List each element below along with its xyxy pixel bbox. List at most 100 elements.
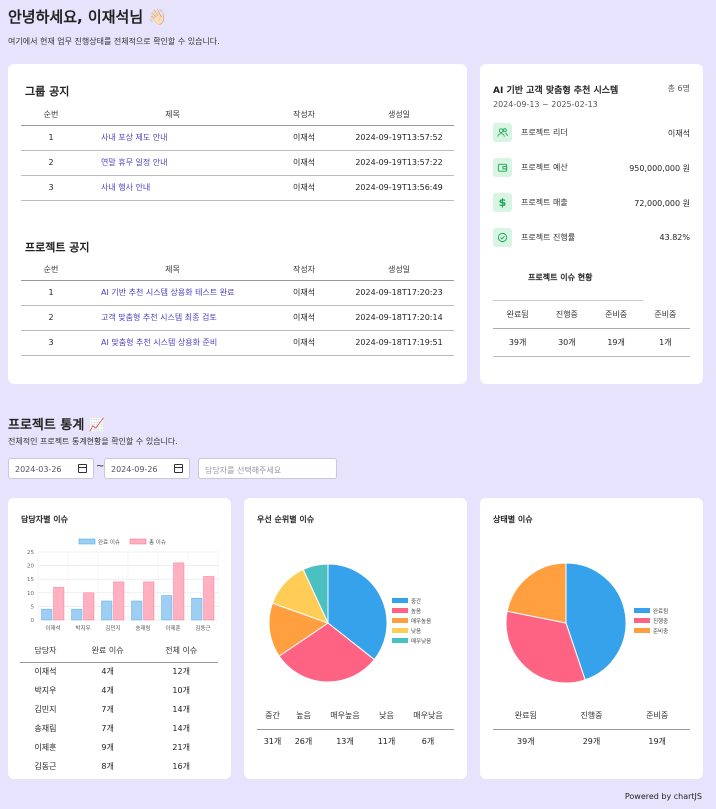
assignee-cell: 김동근 — [34, 762, 57, 771]
assignee-cell: 이제훈 — [34, 743, 57, 752]
col-assignee: 담당자 — [20, 640, 71, 663]
assignee-cell: 12개 — [172, 667, 190, 677]
assignee-cell: 14개 — [172, 724, 190, 733]
legend-label: 낮음 — [411, 627, 421, 635]
calendar-icon[interactable] — [174, 464, 183, 473]
priority-table: 중간 높음 매우높음 낮음 매우낮음 31개 26개 13개 11개 6개 — [257, 703, 454, 753]
col-no: 순번 — [21, 105, 81, 126]
legend-swatch — [392, 638, 408, 643]
notice-card: 그룹 공지 순번 제목 작성자 생성일 1 사내 포상 제도 안내 이재석 2024-… — [8, 64, 467, 384]
x-tick-label: 박지우 — [75, 624, 90, 632]
legend-label: 중간 — [411, 597, 421, 605]
priority-issue-card: 우선 순위별 이슈 중간 높음 매우높음 낮음 매우낮음 중간 높음 매우높음 낮음 매우낮음 … — [244, 498, 467, 779]
pie-slice[interactable] — [565, 562, 627, 681]
assignee-cell: 이재석 — [34, 667, 57, 677]
start-date-input[interactable]: 2024-03-26 — [8, 458, 94, 479]
waving-hand-icon: 👋🏻 — [148, 8, 168, 26]
legend-swatch — [78, 538, 96, 545]
notice-title-link[interactable]: 고객 맞춤형 추천 시스템 최종 검토 — [81, 305, 264, 331]
notice-row[interactable]: 2 고객 맞춤형 추천 시스템 최종 검토 이재석 2024-09-18T17:20:… — [21, 305, 454, 331]
notice-no: 1 — [21, 125, 81, 151]
assignee-cell: 7개 — [101, 724, 114, 733]
notice-row[interactable]: 1 사내 포상 제도 안내 이재석 2024-09-19T13:57:52 — [21, 125, 454, 151]
pie-slice[interactable] — [268, 602, 330, 657]
notice-row[interactable]: 1 AI 기반 추천 시스템 상용화 테스트 완료 이재석 2024-09-18T17… — [21, 280, 454, 306]
col-done: 완료됨 — [493, 301, 543, 329]
pie-slice[interactable] — [302, 563, 329, 624]
assignee-card-title: 담당자별 이슈 — [21, 515, 68, 524]
y-tick-label: 25 — [27, 550, 34, 556]
bar[interactable] — [113, 581, 125, 621]
legend-swatch — [392, 628, 408, 633]
calendar-icon[interactable] — [78, 464, 87, 473]
end-date-value: 2024-09-26 — [111, 465, 158, 474]
assignee-row: 이재석 4개 12개 — [20, 662, 218, 681]
bar[interactable] — [161, 595, 173, 621]
assignee-bar-chart: 완료 이슈 총 이슈 0 5 10 15 20 25 이재석 박지우 김민지 송재림 이제훈 김동근 — [27, 538, 219, 632]
legend-label: 완료됨 — [653, 607, 668, 615]
notice-no: 2 — [21, 150, 81, 176]
pie-slice[interactable] — [505, 610, 586, 684]
end-date-input[interactable]: 2024-09-26 — [104, 458, 190, 479]
summary-value: 11개 — [377, 736, 396, 746]
summary-header: 매우높음 — [318, 703, 371, 730]
legend-label: 진행중 — [653, 617, 668, 625]
bar[interactable] — [83, 592, 95, 621]
summary-value: 6개 — [421, 736, 435, 746]
notice-title-link[interactable]: AI 기반 추천 시스템 상용화 테스트 완료 — [81, 280, 264, 306]
notice-title-link[interactable]: 연말 휴무 일정 안내 — [81, 150, 264, 176]
col-date: 생성일 — [344, 260, 454, 281]
bar[interactable] — [203, 576, 215, 621]
dollar-icon: $ — [493, 193, 512, 212]
start-date-value: 2024-03-26 — [15, 465, 62, 474]
group-notice-table: 순번 제목 작성자 생성일 1 사내 포상 제도 안내 이재석 2024-09-19T… — [21, 105, 454, 201]
summary-value: 19개 — [648, 736, 666, 746]
bar[interactable] — [143, 581, 155, 621]
col-no: 순번 — [21, 260, 81, 281]
check-circle-icon — [493, 228, 512, 247]
notice-title-link[interactable]: 사내 행사 안내 — [81, 175, 264, 201]
notice-row[interactable]: 3 사내 행사 안내 이재석 2024-09-19T13:56:49 — [21, 175, 454, 201]
legend-swatch — [392, 608, 408, 613]
x-tick-label: 이재석 — [45, 624, 60, 632]
assignee-placeholder: 담당자를 선택해주세요 — [205, 466, 282, 475]
issue-progress-count: 30개 — [542, 328, 592, 357]
y-tick-label: 5 — [31, 604, 35, 610]
assignee-row: 김동근 8개 16개 — [20, 757, 218, 776]
assignee-cell: 16개 — [172, 762, 190, 771]
pie-slice[interactable] — [327, 563, 388, 661]
bar[interactable] — [101, 600, 113, 621]
notice-title-link[interactable]: 사내 포상 제도 안내 — [81, 125, 264, 151]
notice-date: 2024-09-18T17:19:51 — [344, 330, 454, 356]
assignee-cell: 김민지 — [34, 705, 57, 714]
wallet-icon — [493, 158, 512, 177]
bar[interactable] — [131, 600, 143, 621]
notice-title-link[interactable]: AI 맞춤형 추천 시스템 상용화 준비 — [81, 330, 264, 356]
group-notice-title: 그룹 공지 — [25, 85, 70, 98]
assignee-row: 송재림 7개 14개 — [20, 719, 218, 738]
bar[interactable] — [173, 562, 185, 621]
assignee-cell: 7개 — [101, 705, 114, 714]
pie-slice[interactable] — [278, 622, 376, 683]
bar-legend: 완료 이슈 총 이슈 — [78, 538, 166, 546]
project-name: AI 기반 고객 맞춤형 추천 시스템 — [493, 86, 619, 96]
project-card: AI 기반 고객 맞춤형 추천 시스템 총 6명 2024-09-13 ~ 20… — [480, 64, 703, 384]
issue-done-count: 39개 — [493, 328, 543, 357]
assignee-cell: 4개 — [101, 686, 114, 695]
notice-author: 이재석 — [264, 305, 344, 331]
date-range-separator: ~ — [96, 461, 105, 472]
assignee-cell: 박지우 — [34, 686, 57, 695]
bar[interactable] — [41, 608, 53, 621]
legend-label: 매우낮음 — [411, 637, 431, 645]
summary-header: 매우낮음 — [401, 703, 454, 730]
x-tick-label: 김민지 — [105, 624, 120, 632]
notice-row[interactable]: 2 연말 휴무 일정 안내 이재석 2024-09-19T13:57:22 — [21, 150, 454, 176]
assignee-select[interactable]: 담당자를 선택해주세요 — [198, 458, 337, 479]
powered-by: Powered by chartJS — [624, 792, 702, 801]
pie-slice[interactable] — [506, 562, 567, 624]
notice-row[interactable]: 3 AI 맞춤형 추천 시스템 상용화 준비 이재석 2024-09-18T17:19… — [21, 330, 454, 356]
bar[interactable] — [191, 598, 203, 621]
bar[interactable] — [71, 608, 83, 621]
bar[interactable] — [53, 587, 65, 621]
